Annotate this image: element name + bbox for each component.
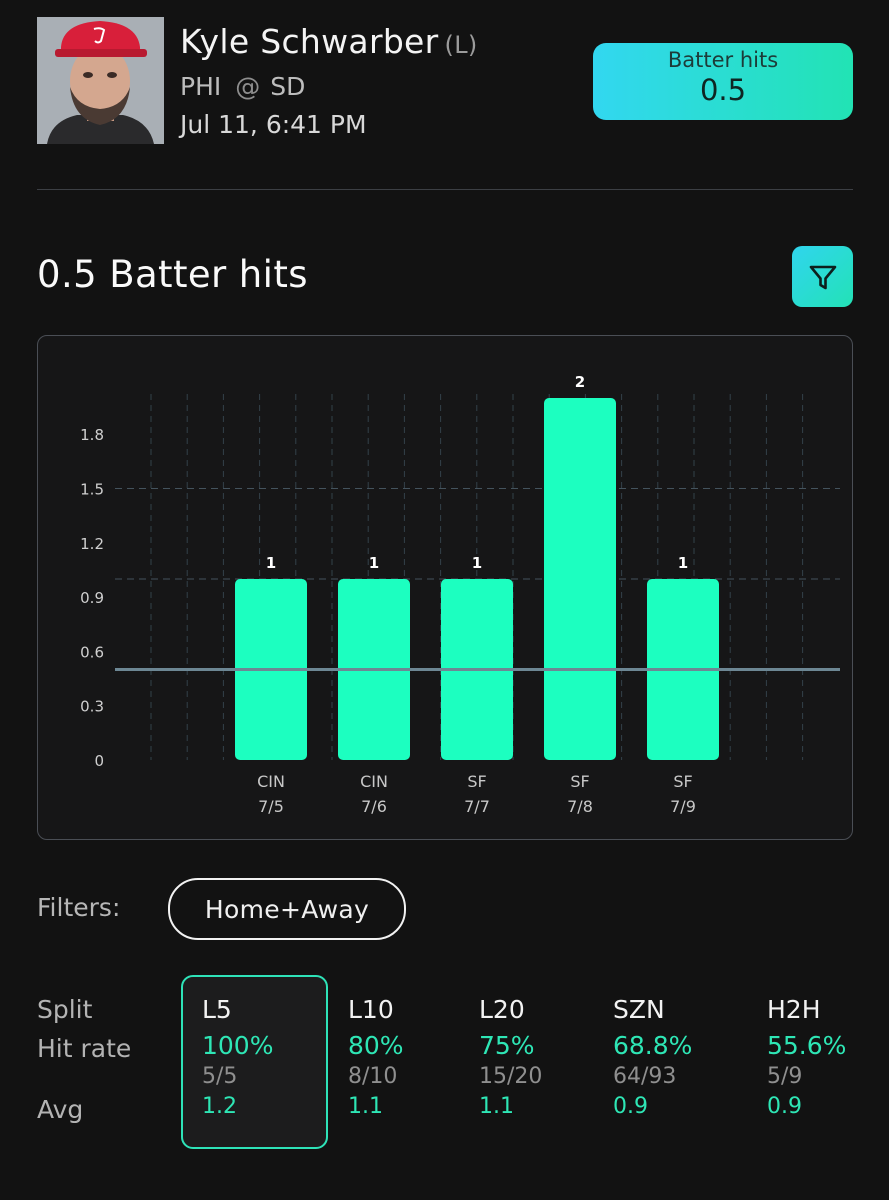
split-hit-rate: 68.8% [613, 1031, 693, 1060]
split-hit-rate: 75% [479, 1031, 535, 1060]
y-tick-label: 0 [94, 752, 104, 770]
split-name: L10 [348, 995, 394, 1024]
split-avg: 0.9 [767, 1094, 802, 1119]
hit-rate-row-label: Hit rate [37, 1034, 132, 1063]
split-hits-fraction: 64/93 [613, 1064, 677, 1089]
y-tick-label: 1.8 [80, 426, 104, 444]
x-tick-team: CIN [360, 772, 388, 791]
opponent-abbr: SD [270, 72, 306, 101]
prop-label: Batter hits [667, 48, 779, 72]
split-name: H2H [767, 995, 821, 1024]
x-tick-date: 7/5 [258, 797, 284, 816]
filter-funnel-icon [809, 265, 836, 289]
split-name: SZN [613, 995, 665, 1024]
player-avatar [37, 17, 164, 144]
home-away-filter-pill[interactable]: Home+Away [168, 878, 406, 940]
split-hit-rate: 55.6% [767, 1031, 847, 1060]
avg-row-label: Avg [37, 1095, 84, 1124]
split-col-h2h[interactable]: H2H 55.6% 5/9 0.9 [767, 995, 846, 1119]
prop-value: 0.5 [699, 73, 747, 107]
team-abbr: PHI [180, 72, 222, 101]
game-datetime: Jul 11, 6:41 PM [180, 110, 367, 139]
x-tick-date: 7/6 [361, 797, 387, 816]
x-tick-team: SF [570, 772, 589, 791]
split-row-label: Split [37, 995, 93, 1024]
filters-label: Filters: [37, 893, 121, 922]
bar-value-label: 1 [266, 554, 276, 572]
split-hits-fraction: 5/5 [202, 1064, 238, 1089]
at-symbol: @ [235, 72, 261, 101]
split-col-l5[interactable]: L5 100% 5/5 1.2 [202, 995, 273, 1119]
chart-card: 0 0.3 0.6 0.9 1.2 1.5 1.8 1 CIN 7/5 1 CIN 7/6 1 SF 7/7 2… [37, 335, 853, 840]
split-name: L5 [202, 995, 232, 1024]
x-tick-date: 7/8 [567, 797, 593, 816]
bar-value-label: 1 [678, 554, 688, 572]
x-tick-date: 7/7 [464, 797, 490, 816]
split-hits-fraction: 15/20 [479, 1064, 543, 1089]
batting-hand: (L) [444, 31, 478, 59]
prop-badge[interactable]: Batter hits 0.5 [593, 43, 853, 120]
x-tick-team: CIN [257, 772, 285, 791]
bar-value-label: 2 [575, 373, 585, 391]
y-tick-label: 1.2 [80, 535, 104, 553]
player-name: Kyle Schwarber (L) [180, 22, 478, 61]
bar-value-label: 1 [472, 554, 482, 572]
x-tick-team: SF [673, 772, 692, 791]
split-avg: 1.2 [202, 1094, 237, 1119]
split-selected-highlight [181, 975, 328, 1149]
split-col-l20[interactable]: L20 75% 15/20 1.1 [479, 995, 542, 1119]
y-tick-label: 1.5 [80, 481, 104, 499]
x-tick-team: SF [467, 772, 486, 791]
split-col-szn[interactable]: SZN 68.8% 64/93 0.9 [613, 995, 692, 1119]
y-tick-label: 0.6 [80, 643, 104, 661]
split-hits-fraction: 8/10 [348, 1064, 398, 1089]
y-tick-label: 0.3 [80, 698, 104, 716]
split-avg: 0.9 [613, 1094, 648, 1119]
header-divider [37, 189, 853, 190]
x-tick-date: 7/9 [670, 797, 696, 816]
player-name-text: Kyle Schwarber [180, 22, 439, 61]
split-hit-rate: 80% [348, 1031, 404, 1060]
split-col-l10[interactable]: L10 80% 8/10 1.1 [348, 995, 404, 1119]
filter-button[interactable] [792, 246, 853, 307]
matchup: PHI @ SD [180, 72, 305, 101]
y-tick-label: 0.9 [80, 589, 104, 607]
split-avg: 1.1 [479, 1094, 514, 1119]
split-hit-rate: 100% [202, 1031, 274, 1060]
bar [544, 398, 616, 760]
chart-section-title: 0.5 Batter hits [37, 253, 308, 296]
bar-value-label: 1 [369, 554, 379, 572]
split-name: L20 [479, 995, 525, 1024]
bar-chart: 0 0.3 0.6 0.9 1.2 1.5 1.8 1 CIN 7/5 1 CIN 7/6 1 SF 7/7 2… [80, 373, 840, 816]
split-hits-fraction: 5/9 [767, 1064, 803, 1089]
split-avg: 1.1 [348, 1094, 383, 1119]
player-headshot-image [37, 17, 164, 144]
